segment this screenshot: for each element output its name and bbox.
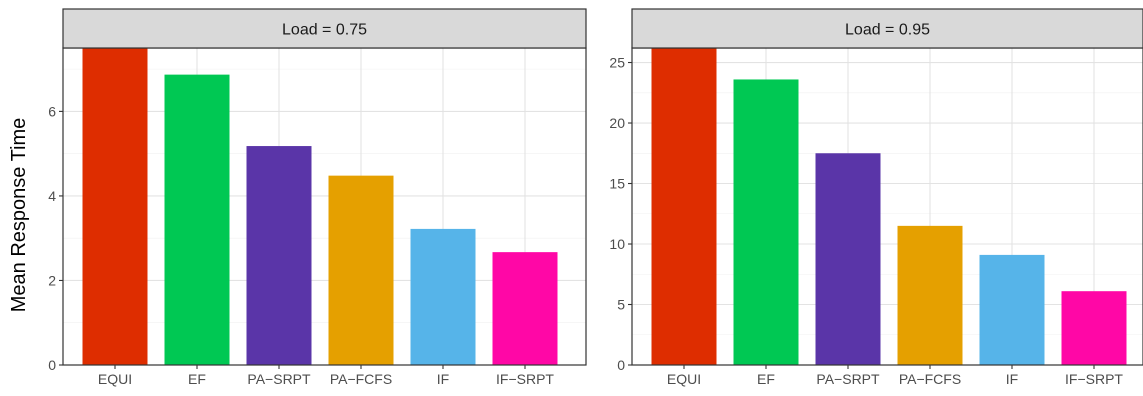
bar-if-srpt	[1061, 291, 1127, 365]
x-tick-label: PA−SRPT	[816, 371, 880, 387]
x-tick-label: IF−SRPT	[496, 371, 554, 387]
y-axis-title: Mean Response Time	[8, 118, 30, 313]
facet-strip	[631, 8, 1143, 49]
facet-panel-2: Load = 0.95 0 5 10 15 20 25 EQUI EF PA−SRPT PA−FCF…	[609, 8, 1143, 387]
y-tick-label: 10	[609, 236, 625, 252]
bar-pa-fcfs	[897, 225, 963, 365]
y-tick-label: 0	[617, 357, 625, 373]
bar-pa-srpt	[246, 146, 312, 365]
bar-ef	[733, 79, 799, 366]
bar-pa-srpt	[815, 153, 881, 365]
y-tick-label: 25	[609, 55, 625, 71]
facet-strip	[62, 8, 587, 49]
y-tick-label: 15	[609, 176, 625, 192]
y-tick-label: 4	[48, 188, 56, 204]
bar-if	[979, 254, 1045, 365]
bar-if	[410, 228, 476, 365]
y-tick-label: 5	[617, 297, 625, 313]
y-tick-label: 20	[609, 115, 625, 131]
x-tick-label: IF	[437, 371, 449, 387]
x-tick-label: EQUI	[98, 371, 132, 387]
facet-strip-label: Load = 0.95	[845, 22, 930, 39]
y-tick-label: 6	[48, 103, 56, 119]
y-tick-label: 2	[48, 272, 56, 288]
x-tick-label: IF−SRPT	[1065, 371, 1123, 387]
bar-pa-fcfs	[328, 175, 394, 365]
bar-equi	[82, 48, 148, 365]
x-tick-label: EF	[757, 371, 775, 387]
x-tick-label: EQUI	[667, 371, 701, 387]
bar-ef	[164, 74, 230, 366]
x-tick-label: PA−FCFS	[899, 371, 961, 387]
bar-if-srpt	[492, 252, 558, 365]
bar-equi	[651, 48, 717, 365]
x-tick-label: PA−SRPT	[247, 371, 311, 387]
x-tick-label: EF	[188, 371, 206, 387]
facet-strip-label: Load = 0.75	[282, 22, 367, 39]
y-tick-label: 0	[48, 357, 56, 373]
x-tick-label: PA−FCFS	[330, 371, 392, 387]
x-tick-label: IF	[1006, 371, 1018, 387]
panel-background	[632, 48, 1143, 365]
facet-panel-1: Load = 0.75 0 2 4 6 EQUI EF PA−SRPT PA−FCFS IF IF−…	[48, 8, 587, 387]
